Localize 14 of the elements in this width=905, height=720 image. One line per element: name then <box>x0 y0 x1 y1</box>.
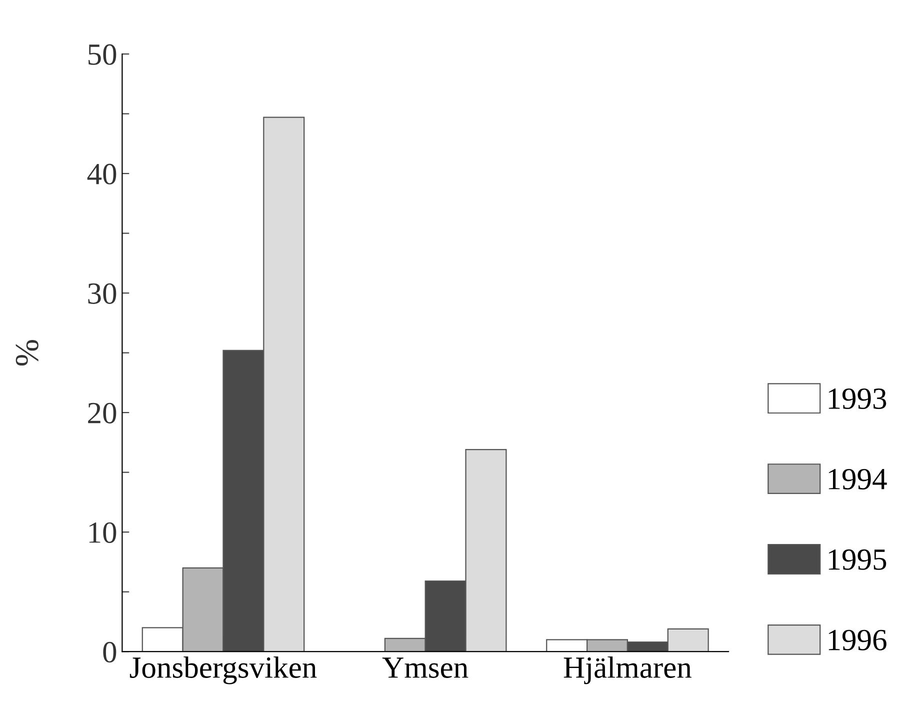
x-tick-label: Ymsen <box>382 658 468 678</box>
legend-label: 1996 <box>828 630 886 650</box>
y-tick-label: 20 <box>88 402 116 424</box>
legend-label: 1993 <box>828 388 886 410</box>
legend-label: 1995 <box>828 549 886 570</box>
x-tick-label: Jonsbergsviken <box>130 656 317 684</box>
y-tick-label: 50 <box>88 44 116 65</box>
y-tick-label: 30 <box>88 283 116 304</box>
legend-label: 1994 <box>828 468 887 490</box>
y-tick-label: 10 <box>89 522 116 543</box>
x-tick-label: Hjälmaren <box>564 656 692 684</box>
y-axis-title: % <box>16 340 38 366</box>
y-tick-label: 40 <box>87 164 116 184</box>
y-tick-label: 0 <box>103 642 116 662</box>
